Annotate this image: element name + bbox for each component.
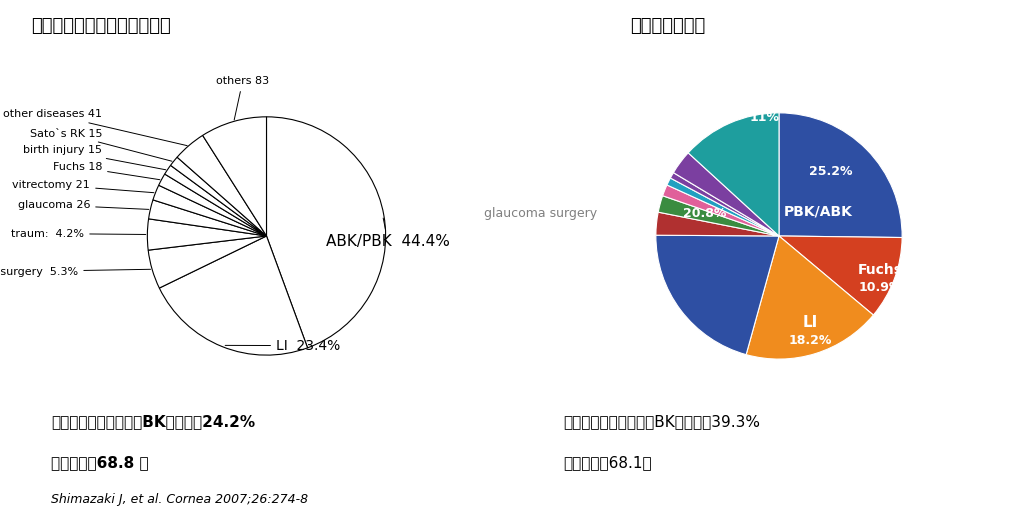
Text: 今回の全国調査: 今回の全国調査	[630, 17, 705, 35]
Wedge shape	[149, 200, 266, 236]
Text: 平均年齢　68.1歳: 平均年齢 68.1歳	[564, 455, 652, 470]
Wedge shape	[688, 113, 779, 236]
Text: LI  23.4%: LI 23.4%	[226, 339, 340, 352]
Wedge shape	[667, 178, 779, 236]
Text: 25.2%: 25.2%	[809, 166, 853, 179]
Text: 角膜移植全体に占めるBKの割合：24.2%: 角膜移植全体に占めるBKの割合：24.2%	[51, 414, 255, 429]
Text: Shimazaki J, et al. Cornea 2007;26:274-8: Shimazaki J, et al. Cornea 2007;26:274-8	[51, 493, 309, 506]
Wedge shape	[746, 236, 873, 359]
Wedge shape	[658, 196, 779, 236]
Text: Sato`s RK 15: Sato`s RK 15	[30, 129, 172, 161]
Wedge shape	[170, 157, 266, 236]
Text: 平均年齢　68.8 歳: 平均年齢 68.8 歳	[51, 455, 149, 470]
Wedge shape	[670, 173, 779, 236]
Wedge shape	[656, 235, 779, 354]
Wedge shape	[779, 236, 902, 315]
Wedge shape	[203, 117, 266, 236]
Text: 20.8%: 20.8%	[684, 207, 727, 220]
Text: PBK/ABK: PBK/ABK	[784, 204, 853, 219]
Text: Fuchs 18: Fuchs 18	[52, 162, 160, 180]
Wedge shape	[148, 219, 266, 250]
Wedge shape	[673, 153, 779, 236]
Text: 18.2%: 18.2%	[788, 334, 831, 347]
Text: glaucoma surgery: glaucoma surgery	[484, 207, 597, 220]
Wedge shape	[165, 165, 266, 236]
Text: 角膜移植全体に占めるBKの割合：39.3%: 角膜移植全体に占めるBKの割合：39.3%	[564, 414, 761, 429]
Wedge shape	[159, 236, 308, 355]
Text: vitrectomy 21: vitrectomy 21	[12, 180, 154, 193]
Text: glaucoma 26: glaucoma 26	[17, 200, 149, 210]
Text: other diseases 41: other diseases 41	[3, 109, 188, 146]
Text: birth injury 15: birth injury 15	[24, 145, 166, 170]
Wedge shape	[779, 113, 902, 238]
Text: ABK/PBK  44.4%: ABK/PBK 44.4%	[326, 218, 450, 249]
Text: glaucoma surgery  5.3%: glaucoma surgery 5.3%	[0, 267, 151, 277]
Wedge shape	[662, 185, 779, 236]
Text: traum:  4.2%: traum: 4.2%	[11, 229, 146, 239]
Wedge shape	[177, 135, 266, 236]
Text: LI: LI	[803, 314, 817, 330]
Text: others 83: others 83	[216, 76, 270, 120]
Text: 10.9%: 10.9%	[858, 281, 902, 294]
Text: 前回の水疱性角膜症全国調査: 前回の水疱性角膜症全国調査	[31, 17, 170, 35]
Wedge shape	[656, 212, 779, 236]
Wedge shape	[153, 185, 266, 236]
Text: Fuchs: Fuchs	[858, 264, 902, 278]
Text: 11%: 11%	[749, 111, 779, 124]
Wedge shape	[159, 174, 266, 236]
Wedge shape	[149, 236, 266, 288]
Wedge shape	[266, 117, 385, 348]
